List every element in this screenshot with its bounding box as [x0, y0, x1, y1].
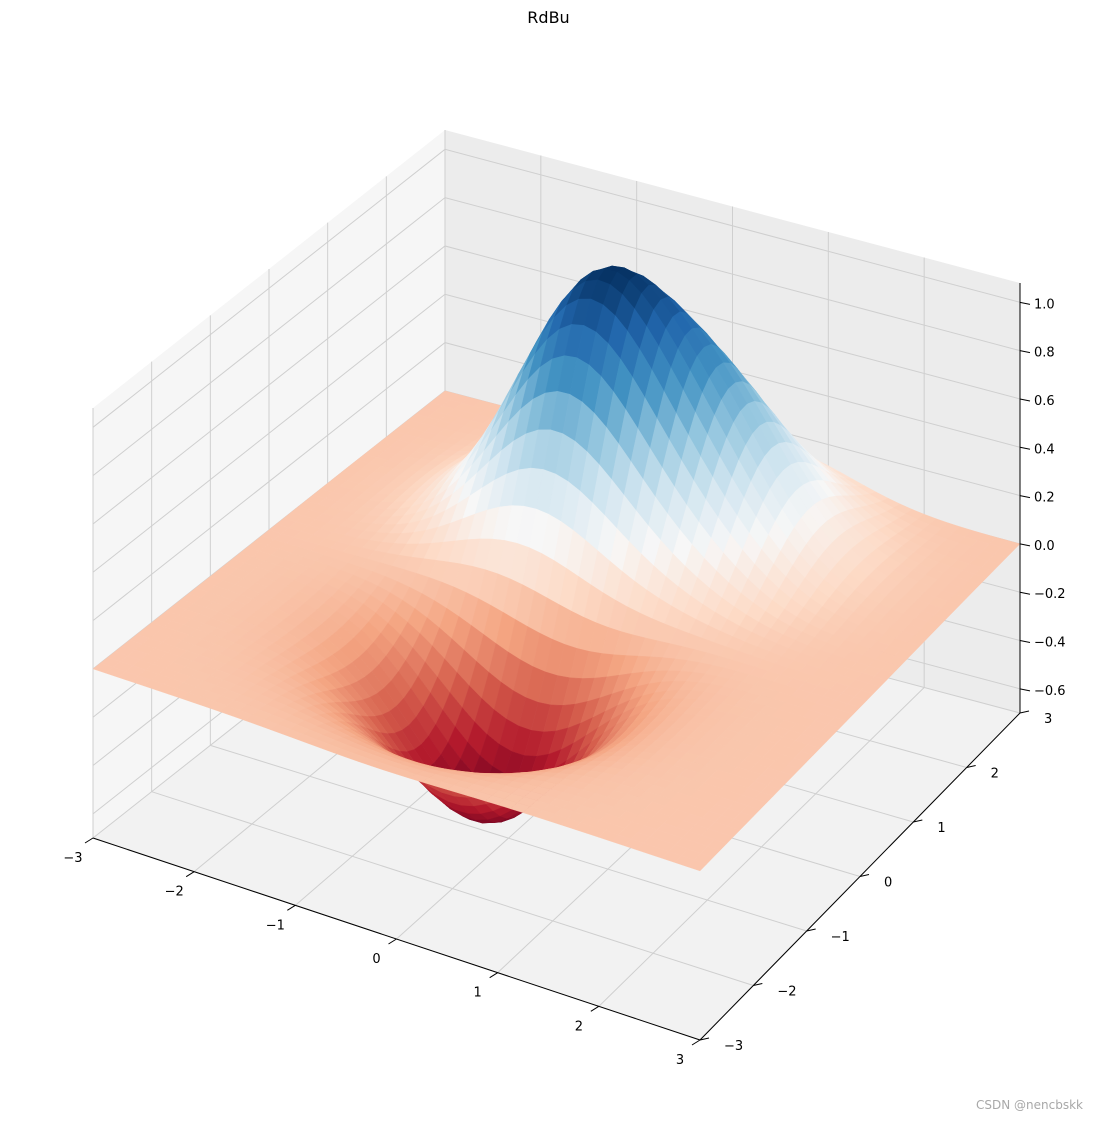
z-tick	[1019, 591, 1031, 595]
z-tick-label: 0.8	[1034, 346, 1055, 361]
gridline-z	[92, 245, 1021, 525]
z-tick-label: −0.6	[1034, 684, 1066, 699]
y-tick-label: −1	[831, 930, 850, 945]
x-tick	[489, 972, 498, 979]
x-tick	[84, 837, 94, 844]
z-tick	[1019, 446, 1031, 450]
axes	[84, 283, 1031, 1046]
z-tick	[1019, 688, 1031, 692]
y-tick	[913, 819, 923, 823]
z-tick-label: 0.0	[1034, 539, 1055, 554]
y-tick	[1019, 710, 1030, 714]
x-tick-label: −3	[63, 851, 82, 866]
x-tick	[388, 938, 397, 945]
y-tick-label: −2	[777, 985, 796, 1000]
y-tick-label: −3	[724, 1039, 743, 1054]
y-tick-label: 0	[884, 876, 892, 891]
z-tick	[1019, 398, 1031, 402]
z-tick	[1019, 301, 1031, 305]
x-tick	[590, 1005, 600, 1012]
y-tick	[859, 874, 870, 877]
y-tick	[753, 983, 763, 986]
x-tick-label: 2	[575, 1019, 583, 1034]
z-tick	[1019, 543, 1031, 547]
x-tick-label: 3	[676, 1053, 684, 1068]
chart-title: RdBu	[527, 8, 570, 27]
x-tick-label: −1	[266, 918, 285, 933]
y-tick	[966, 765, 976, 768]
z-tick-label: 0.6	[1034, 394, 1055, 409]
x-tick-label: −2	[165, 885, 184, 900]
y-tick-label: 1	[937, 821, 945, 836]
gridline-y	[209, 315, 807, 932]
z-tick-label: −0.2	[1034, 587, 1066, 602]
tick-labels: −3 −2 −1 0 1 2 3 −3 −2 −1 0 1 2 3 −0.6 −0.4 −0.2 0.0 0.2 0.…	[63, 297, 1065, 1068]
z-tick	[1019, 495, 1031, 499]
z-tick-label: 0.4	[1034, 442, 1055, 457]
x-tick	[287, 904, 296, 911]
z-tick	[1019, 640, 1031, 644]
gridline-z	[92, 293, 1021, 573]
y-tick-label: 3	[1044, 712, 1052, 727]
z-tick-label: 0.2	[1034, 491, 1055, 506]
surface-facet	[686, 859, 708, 872]
x-tick-label: 0	[372, 952, 380, 967]
x-tick	[691, 1039, 701, 1046]
watermark: CSDN @nencbskk	[976, 1098, 1083, 1112]
y-tick	[699, 1037, 710, 1041]
x-tick-label: 1	[474, 986, 482, 1001]
y-tick-label: 2	[991, 767, 999, 782]
gridline-y	[151, 361, 754, 986]
surface	[92, 265, 1021, 872]
z-tick	[1019, 350, 1031, 354]
gridline-z	[92, 148, 1021, 428]
gridline-z	[92, 197, 1021, 477]
y-tick	[806, 928, 816, 932]
gridline-z	[92, 342, 1021, 621]
z-tick-label: −0.4	[1034, 636, 1066, 651]
z-tick-label: 1.0	[1034, 297, 1055, 312]
x-tick	[185, 871, 195, 878]
